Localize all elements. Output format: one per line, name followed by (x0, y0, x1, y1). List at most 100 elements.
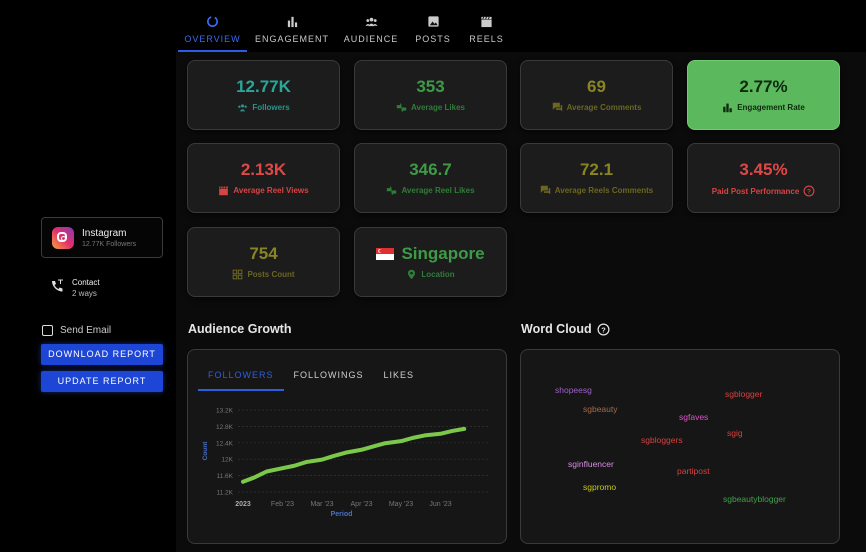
stat-label-row: Posts Count (188, 269, 339, 280)
x-axis-label: Period (331, 511, 353, 518)
stat-label: Posts Count (247, 270, 295, 279)
subtab-followings[interactable]: FOLLOWINGS (293, 370, 364, 380)
overview-icon (207, 16, 218, 27)
tab-reels[interactable]: REELS (459, 8, 514, 52)
word-cloud-word: partipost (677, 466, 710, 476)
download-report-button[interactable]: DOWNLOAD REPORT (41, 344, 163, 365)
x-tick-label: Mar '23 (310, 501, 333, 508)
group-icon (238, 104, 248, 112)
stat-label-row: Followers (188, 102, 339, 113)
subtab-likes[interactable]: LIKES (383, 370, 415, 380)
word-cloud-word: sgbeauty (583, 404, 618, 414)
profile-card[interactable]: Instagram 12.77K Followers (41, 217, 163, 258)
clapper-icon (219, 186, 229, 196)
tab-overview[interactable]: OVERVIEW (176, 8, 249, 52)
stat-label: Followers (252, 103, 290, 112)
stat-label-row: Average Comments (521, 102, 672, 113)
stat-card-followers: 12.77K Followers (187, 60, 340, 130)
stat-value: Singapore (401, 244, 485, 263)
stat-label-row: Average Reels Comments (521, 185, 672, 196)
stat-card-average-reel-views: 2.13K Average Reel Views (187, 143, 340, 213)
contact-icon (52, 279, 63, 292)
comments-icon (552, 102, 562, 112)
word-cloud-word: sginfluencer (568, 459, 614, 469)
word-cloud-word: sgfaves (679, 412, 709, 422)
audience-growth-chart: 11.2K 11.6K 12K 12.4K 12.8K 13.2K 2023 Feb '23 M… (202, 408, 488, 518)
x-tick-label: 2023 (235, 501, 251, 508)
word-cloud-heading: Word Cloud (521, 322, 592, 336)
tab-engagement[interactable]: ENGAGEMENT (249, 8, 335, 52)
grid-icon (233, 269, 243, 280)
stat-card-average-likes: 353 Average Likes (354, 60, 507, 130)
send-email-checkbox[interactable] (42, 325, 53, 336)
stat-label-row: Engagement Rate (688, 102, 839, 113)
stat-value-row: Singapore (355, 244, 506, 264)
y-tick-label: 11.6K (216, 473, 233, 480)
help-icon[interactable]: ? (803, 185, 815, 197)
stat-value: 2.77% (739, 77, 788, 96)
svg-text:?: ? (601, 325, 606, 334)
stat-label: Paid Post Performance (711, 186, 800, 196)
stat-label-row: Location (355, 269, 506, 280)
profile-name: Instagram (82, 228, 127, 239)
stat-card-location: Singapore Location (354, 227, 507, 297)
y-tick-label: 13.2K (216, 408, 234, 415)
bar-chart-icon (723, 103, 733, 113)
send-email-label: Send Email (60, 325, 112, 336)
stat-label-row: Paid Post Performance ? (688, 185, 839, 197)
comments-icon (540, 185, 550, 195)
stat-card-average-comments: 69 Average Comments (520, 60, 673, 130)
bar-chart-icon (287, 16, 297, 28)
update-report-button[interactable]: UPDATE REPORT (41, 371, 163, 392)
stat-label: Average Reel Views (233, 186, 309, 195)
clapper-icon (481, 16, 492, 28)
stat-label: Average Likes (411, 103, 465, 112)
word-cloud-panel: shopeesg sgblogger sgbeauty sgfaves sgig… (520, 349, 840, 544)
word-cloud-word: sgblogger (725, 389, 763, 399)
subtab-followers[interactable]: FOLLOWERS (198, 364, 284, 391)
tab-label: ENGAGEMENT (254, 34, 329, 44)
contact-title: Contact (72, 278, 100, 287)
stat-label: Average Reel Likes (401, 186, 475, 195)
stat-value: 754 (249, 244, 278, 263)
stat-label: Location (421, 270, 455, 279)
contact-ways: 2 ways (72, 289, 97, 298)
instagram-logo-icon (52, 227, 74, 249)
stat-card-engagement-rate: 2.77% Engagement Rate (687, 60, 840, 130)
stat-value: 69 (587, 77, 606, 96)
word-cloud-word: sgpromo (583, 482, 617, 492)
stat-label: Engagement Rate (737, 103, 805, 112)
main-tabs: OVERVIEW ENGAGEMENT AUDIENCE POSTS REELS (176, 8, 514, 52)
stat-label-row: Average Likes (355, 102, 506, 113)
stat-card-average-reel-likes: 346.7 Average Reel Likes (354, 143, 507, 213)
stat-label: Average Comments (566, 103, 642, 112)
location-pin-icon (408, 269, 416, 280)
word-cloud-title: Word Cloud ? (521, 322, 610, 336)
tab-posts[interactable]: POSTS (407, 8, 459, 52)
x-tick-label: Feb '23 (271, 501, 294, 508)
stat-value: 2.13K (240, 160, 287, 179)
x-tick-label: Jun '23 (429, 501, 451, 508)
stat-label: Average Reels Comments (554, 186, 654, 195)
stat-card-average-reels-comments: 72.1 Average Reels Comments (520, 143, 673, 213)
stat-card-posts-count: 754 Posts Count (187, 227, 340, 297)
help-icon[interactable]: ? (597, 323, 610, 336)
tab-label: AUDIENCE (343, 34, 399, 44)
word-cloud-word: shopeesg (555, 385, 592, 395)
tab-audience[interactable]: AUDIENCE (335, 8, 407, 52)
y-tick-label: 12.8K (216, 424, 234, 431)
word-cloud-word: sgig (727, 428, 743, 438)
y-tick-label: 11.2K (216, 490, 233, 497)
tab-label: REELS (469, 34, 504, 44)
y-tick-label: 12.4K (216, 440, 234, 447)
y-tick-label: 12K (221, 457, 233, 464)
word-cloud-word: sgbloggers (641, 435, 683, 445)
thumbs-icon (396, 102, 407, 113)
audience-subtabs: FOLLOWERS FOLLOWINGS LIKES (198, 364, 424, 391)
x-tick-label: May '23 (389, 501, 413, 508)
svg-text:?: ? (807, 189, 811, 196)
stat-value: 353 (416, 77, 445, 96)
word-cloud-word: sgbeautyblogger (723, 494, 786, 504)
stat-value: 3.45% (739, 160, 788, 179)
send-email-option[interactable]: Send Email (42, 325, 111, 336)
